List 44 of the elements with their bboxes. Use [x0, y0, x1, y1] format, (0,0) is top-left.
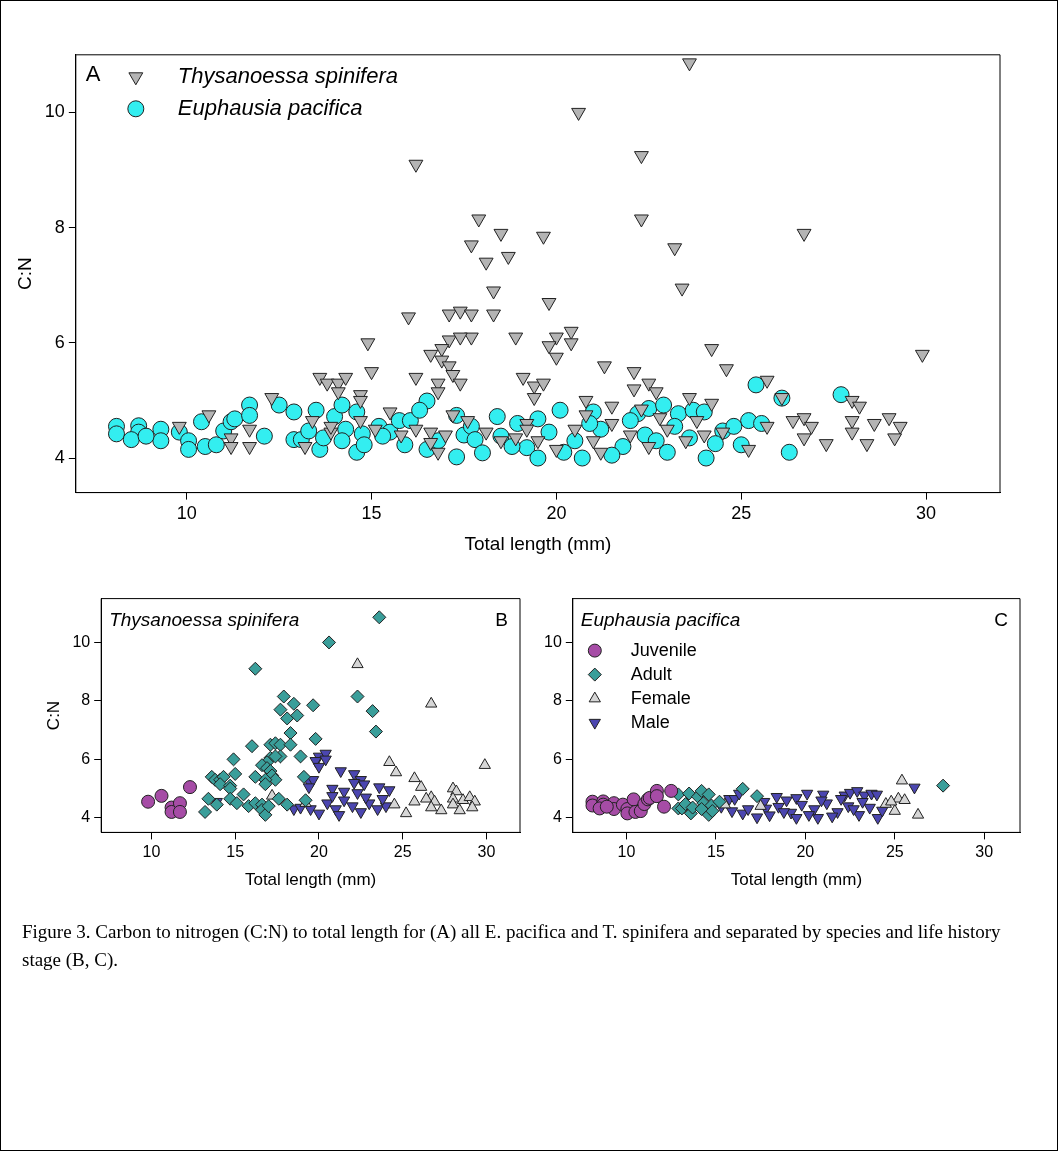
- y-tick-label: 8: [81, 691, 91, 709]
- x-axis-title: Total length (mm): [730, 870, 863, 890]
- x-tick-label: 15: [707, 843, 725, 861]
- legend-label: Female: [630, 687, 691, 708]
- x-tick-label: 15: [226, 843, 245, 861]
- x-tick-label: 30: [477, 843, 496, 861]
- y-axis-title: C:N: [43, 700, 63, 731]
- annotation: C: [994, 608, 1008, 630]
- y-tick-label: 4: [552, 808, 562, 826]
- text: Euphausia pacifica: [580, 608, 741, 630]
- x-tick-label: 25: [731, 503, 752, 524]
- y-tick-label: 6: [81, 749, 91, 767]
- x-tick-label: 10: [142, 843, 161, 861]
- y-tick-label: 10: [544, 632, 562, 650]
- y-tick-label: 8: [552, 691, 562, 709]
- y-tick-label: 6: [54, 331, 65, 352]
- y-axis-title: C:N: [13, 257, 35, 291]
- x-tick-label: 25: [393, 843, 412, 861]
- legend-label: Juvenile: [630, 639, 697, 660]
- x-axis-title: Total length (mm): [464, 532, 612, 554]
- x-tick-label: 15: [361, 503, 382, 524]
- x-tick-label: 20: [310, 843, 328, 861]
- annotation: A: [85, 60, 101, 86]
- y-tick-label: 8: [54, 216, 65, 237]
- legend-label: Euphausia pacifica: [177, 94, 363, 120]
- x-tick-label: 30: [975, 843, 994, 861]
- y-tick-label: 10: [44, 101, 65, 122]
- y-tick-label: 10: [72, 632, 91, 650]
- caption: Figure 3. Carbon to nitrogen (C:N) to total length for (A) all E. pacifica and T. spinifera and separated by species and life history stage (B, C).: [22, 920, 1002, 972]
- x-tick-label: 20: [796, 843, 815, 861]
- y-tick-label: 4: [81, 808, 91, 826]
- legend-label: Thysanoessa spinifera: [177, 62, 398, 88]
- legend-label: Adult: [630, 663, 672, 684]
- y-tick-label: 4: [54, 447, 65, 468]
- legend-label: Male: [630, 711, 670, 732]
- x-axis-title: Total length (mm): [244, 870, 377, 890]
- y-tick-label: 6: [552, 749, 562, 767]
- text: Thysanoessa spinifera: [109, 608, 300, 630]
- x-tick-label: 30: [916, 503, 937, 524]
- x-tick-label: 10: [176, 503, 197, 524]
- x-tick-label: 25: [885, 843, 904, 861]
- x-tick-label: 10: [617, 843, 636, 861]
- x-tick-label: 20: [546, 503, 567, 524]
- annotation: B: [495, 608, 508, 630]
